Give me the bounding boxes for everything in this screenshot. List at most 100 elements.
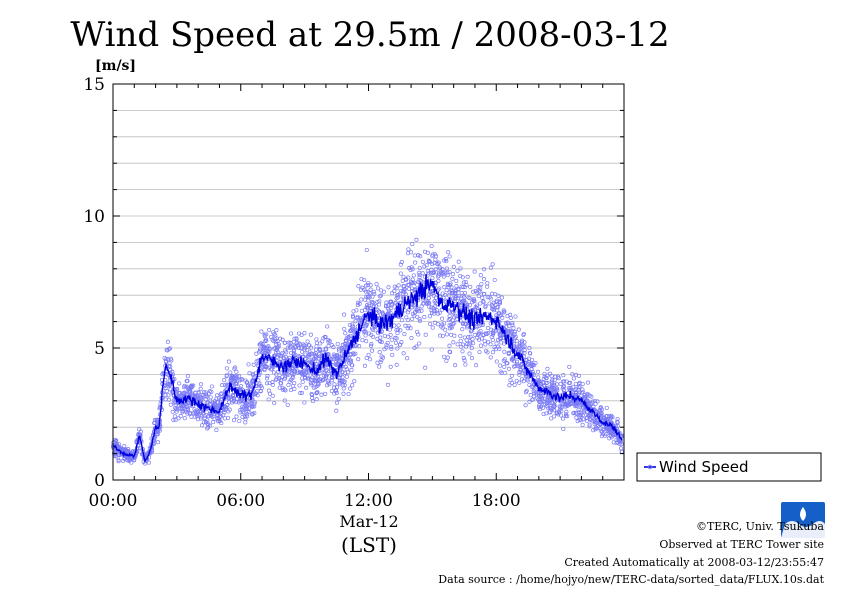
scatter-point	[469, 346, 474, 351]
scatter-point	[367, 357, 373, 362]
scatter-point	[577, 390, 582, 395]
scatter-point	[520, 365, 525, 370]
scatter-point	[332, 382, 337, 387]
scatter-point	[348, 333, 353, 338]
scatter-point	[334, 353, 339, 358]
y-tick-label: 0	[94, 471, 105, 491]
scatter-point	[311, 385, 316, 390]
scatter-point	[280, 374, 285, 379]
scatter-point	[460, 321, 465, 326]
scatter-point	[348, 352, 353, 357]
scatter-point	[226, 409, 231, 414]
scatter-point	[296, 353, 301, 358]
scatter-point	[469, 328, 474, 333]
scatter-point	[195, 396, 200, 401]
scatter-point	[580, 413, 585, 418]
scatter-point	[459, 300, 464, 306]
scatter-point	[186, 387, 191, 392]
scatter-point	[228, 394, 234, 399]
scatter-point	[359, 276, 364, 282]
scatter-point	[258, 389, 263, 394]
scatter-point	[491, 308, 496, 313]
scatter-point	[427, 314, 432, 319]
scatter-point	[393, 300, 398, 305]
scatter-point	[481, 292, 486, 297]
scatter-point	[409, 336, 414, 341]
scatter-point	[374, 304, 379, 309]
scatter-point	[287, 345, 292, 350]
scatter-point	[580, 405, 585, 410]
scatter-point	[394, 336, 399, 341]
scatter-point	[417, 341, 422, 346]
scatter-point	[545, 366, 550, 371]
scatter-point	[496, 344, 501, 349]
scatter-point	[499, 336, 504, 341]
scatter-point	[417, 275, 422, 280]
scatter-point	[208, 395, 213, 400]
y-axis-label: [m/s]	[95, 58, 136, 74]
scatter-point	[333, 389, 338, 394]
scatter-point	[344, 336, 349, 341]
scatter-point	[453, 288, 458, 293]
scatter-point	[608, 416, 613, 421]
scatter-point	[412, 280, 417, 285]
scatter-point	[220, 383, 225, 388]
scatter-point	[616, 437, 621, 443]
scatter-point	[371, 289, 376, 294]
scatter-point	[182, 416, 187, 421]
scatter-point	[567, 364, 572, 369]
scatter-point	[432, 320, 437, 325]
scatter-point	[531, 391, 537, 396]
scatter-point	[535, 396, 540, 401]
scatter-point	[279, 354, 284, 359]
scatter-point	[282, 377, 287, 382]
scatter-point	[427, 321, 433, 327]
scatter-point	[591, 428, 596, 433]
scatter-point	[369, 299, 374, 304]
scatter-point	[488, 265, 494, 270]
scatter-point	[410, 241, 415, 247]
scatter-point	[599, 411, 604, 416]
scatter-point	[193, 390, 198, 395]
scatter-point	[514, 339, 520, 344]
scatter-point	[502, 370, 507, 375]
scatter-point	[376, 309, 381, 314]
scatter-point	[203, 420, 209, 425]
scatter-point	[594, 425, 599, 430]
scatter-point	[481, 277, 487, 282]
scatter-point	[473, 305, 478, 310]
scatter-point	[167, 367, 173, 372]
scatter-point	[306, 343, 311, 348]
scatter-point	[264, 376, 270, 381]
scatter-point	[250, 378, 255, 383]
scatter-point	[456, 259, 461, 264]
scatter-point	[458, 299, 463, 304]
scatter-point	[505, 320, 510, 325]
scatter-point	[556, 412, 561, 417]
scatter-point	[259, 329, 264, 334]
scatter-point	[395, 346, 400, 351]
scatter-point	[414, 344, 419, 349]
scatter-point	[494, 341, 499, 346]
scatter-point	[556, 409, 561, 414]
scatter-point	[563, 401, 568, 407]
scatter-point	[538, 381, 543, 386]
scatter-point	[389, 305, 394, 311]
scatter-point	[252, 401, 257, 406]
scatter-point	[440, 333, 446, 338]
grid-lines	[113, 110, 624, 455]
scatter-point	[576, 388, 581, 393]
scatter-point	[336, 396, 341, 402]
scatter-point	[361, 329, 366, 334]
scatter-point	[496, 293, 501, 298]
scatter-point	[369, 342, 374, 347]
scatter-point	[206, 425, 211, 430]
scatter-point	[587, 424, 592, 429]
scatter-point	[514, 359, 520, 364]
scatter-point	[337, 377, 342, 383]
scatter-point	[453, 296, 458, 302]
scatter-point	[422, 264, 427, 269]
scatter-point	[385, 312, 390, 317]
scatter-point	[454, 284, 459, 289]
scatter-point	[544, 401, 549, 406]
